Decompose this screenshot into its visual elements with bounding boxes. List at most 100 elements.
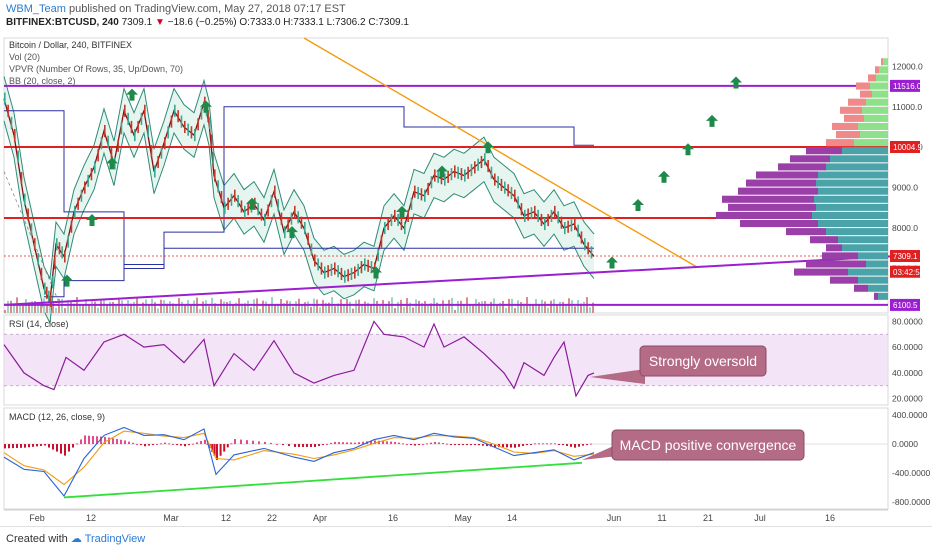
price-tick-label: 11000.0 bbox=[892, 102, 922, 112]
volume-bar bbox=[88, 304, 90, 313]
macd-histogram-bar bbox=[44, 444, 46, 446]
volume-bar bbox=[445, 306, 447, 313]
macd-histogram-bar bbox=[298, 444, 300, 447]
volume-bar bbox=[583, 301, 585, 313]
candle bbox=[314, 254, 316, 267]
candle bbox=[537, 209, 539, 223]
candle bbox=[524, 209, 526, 223]
volume-bar bbox=[139, 307, 141, 313]
candle bbox=[94, 161, 96, 174]
volume-bar bbox=[295, 301, 297, 313]
vpvr-down-bar bbox=[832, 122, 858, 131]
macd-histogram-bar bbox=[246, 440, 248, 445]
volume-bar bbox=[130, 303, 132, 313]
macd-histogram-bar bbox=[216, 444, 218, 460]
candle bbox=[74, 205, 76, 218]
candle bbox=[30, 223, 33, 236]
candle bbox=[414, 185, 416, 198]
candle bbox=[260, 208, 263, 221]
volume-bar bbox=[166, 303, 168, 313]
macd-histogram-bar bbox=[322, 444, 324, 446]
candle bbox=[384, 222, 386, 235]
volume-bar bbox=[25, 299, 27, 313]
vpvr-down-bar bbox=[786, 228, 826, 236]
macd-histogram-bar bbox=[450, 444, 452, 446]
candle bbox=[247, 203, 249, 216]
volume-bar bbox=[547, 307, 549, 313]
volume-bar bbox=[244, 303, 246, 313]
volume-bar bbox=[514, 308, 516, 313]
volume-bar bbox=[46, 304, 48, 313]
candle bbox=[337, 265, 339, 278]
volume-bar bbox=[367, 302, 369, 313]
macd-histogram-bar bbox=[526, 444, 528, 446]
volume-bar bbox=[544, 301, 546, 313]
candle bbox=[61, 246, 63, 259]
volume-bar bbox=[457, 300, 459, 313]
candle bbox=[540, 213, 543, 227]
candle bbox=[570, 219, 573, 232]
legend-entry: VPVR (Number Of Rows, 35, Up/Down, 70) bbox=[9, 64, 183, 74]
candle bbox=[124, 104, 126, 117]
candle bbox=[24, 193, 26, 206]
candle bbox=[160, 146, 163, 159]
candle bbox=[290, 212, 293, 225]
macd-histogram-bar bbox=[96, 436, 98, 445]
volume-bar bbox=[505, 307, 507, 313]
created-with: Created with ☁ TradingView bbox=[6, 532, 145, 545]
time-tick-label: 22 bbox=[267, 513, 277, 523]
vpvr-up-bar bbox=[816, 203, 888, 211]
author-link[interactable]: WBM_Team bbox=[6, 3, 66, 15]
candle bbox=[37, 253, 39, 266]
volume-bar bbox=[340, 299, 342, 313]
candle bbox=[344, 270, 346, 283]
volume-bar bbox=[172, 303, 174, 313]
volume-bar bbox=[577, 300, 579, 313]
macd-histogram-bar bbox=[252, 440, 254, 445]
volume-bar bbox=[61, 298, 63, 313]
vpvr-up-bar bbox=[842, 244, 888, 252]
volume-bar bbox=[121, 300, 123, 313]
macd-histogram-bar bbox=[4, 444, 6, 449]
candle bbox=[180, 115, 183, 128]
macd-histogram-bar bbox=[462, 444, 464, 446]
price-tick-label: 9000.0 bbox=[892, 183, 918, 193]
volume-bar bbox=[562, 302, 564, 313]
macd-histogram-bar bbox=[92, 435, 94, 445]
candle bbox=[274, 185, 276, 198]
volume-bar bbox=[97, 307, 99, 313]
bollinger-lower-band bbox=[3, 120, 595, 325]
volume-bar bbox=[559, 301, 561, 313]
macd-histogram-bar bbox=[402, 443, 404, 445]
vpvr-up-bar bbox=[812, 211, 888, 219]
volume-bar bbox=[349, 301, 351, 313]
candle bbox=[454, 165, 456, 178]
volume-bar bbox=[397, 301, 399, 313]
rsi-tick-label: 80.0000 bbox=[892, 316, 923, 326]
macd-histogram-bar bbox=[282, 444, 284, 446]
vpvr-down-bar bbox=[854, 284, 868, 292]
rsi-tick-label: 20.0000 bbox=[892, 394, 923, 404]
vpvr-up-bar bbox=[816, 179, 888, 187]
vpvr-up-bar bbox=[866, 98, 888, 106]
candle bbox=[387, 217, 389, 231]
time-tick-label: 11 bbox=[657, 513, 666, 523]
volume-bar bbox=[154, 302, 156, 313]
brand-link[interactable]: TradingView bbox=[84, 533, 146, 545]
candle bbox=[437, 170, 439, 183]
candle bbox=[157, 155, 159, 169]
candle bbox=[434, 169, 436, 182]
candle bbox=[567, 220, 569, 233]
candle bbox=[587, 242, 589, 255]
volume-bar bbox=[502, 301, 504, 313]
vpvr-up-bar bbox=[860, 131, 888, 139]
macd-histogram-bar bbox=[318, 444, 320, 446]
vpvr-down-bar bbox=[716, 211, 812, 219]
macd-histogram-bar bbox=[140, 444, 142, 446]
candle bbox=[224, 201, 226, 214]
macd-histogram-bar bbox=[538, 443, 540, 445]
candle bbox=[564, 222, 566, 235]
chart-canvas[interactable]: Bitcoin / Dollar, 240, BITFINEX Vol (20) V… bbox=[0, 32, 932, 526]
volume-bar bbox=[358, 299, 360, 313]
volume-bar bbox=[382, 300, 384, 313]
